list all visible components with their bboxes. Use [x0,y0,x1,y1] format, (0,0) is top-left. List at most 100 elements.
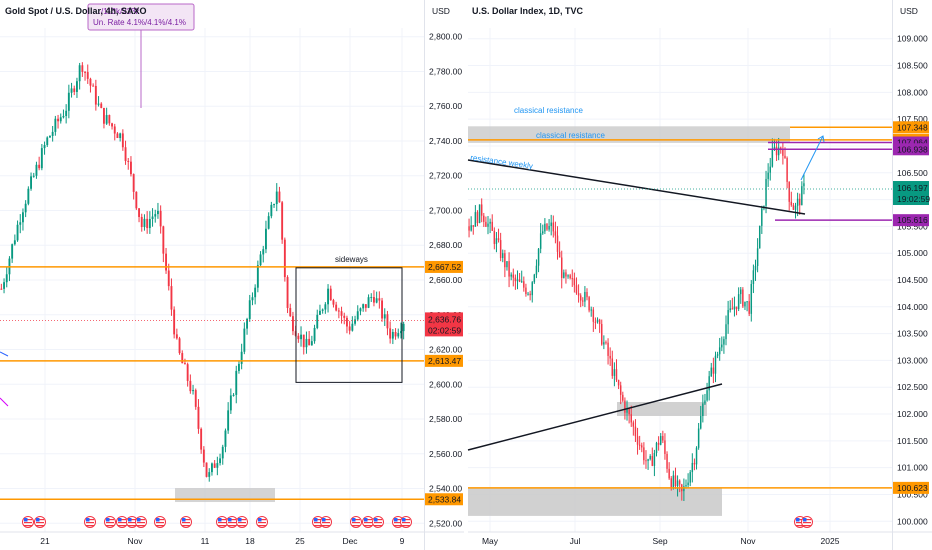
gold-time-axis[interactable]: 21 Nov 11 18 25 Dec 9 [0,531,464,546]
candle-body [792,205,795,210]
candle-body [558,251,561,258]
r-x-tick: 2025 [821,536,840,546]
candle-body [649,456,651,460]
candle-body [704,400,706,404]
candle-body [243,328,246,352]
candle-body [378,298,381,301]
gold-price-tag-value: 2,636.76 [428,314,461,324]
candle-body [135,191,138,209]
candle-body [497,238,500,241]
us-flag-event-icon[interactable] [236,516,248,528]
candle-body [205,462,208,477]
us-flag-event-icon[interactable] [350,516,362,528]
candle-body [628,408,630,415]
us-flag-event-icon[interactable] [320,516,332,528]
dxy-economic-events[interactable] [794,516,813,528]
dxy-price-axis[interactable]: 109.000108.500108.000107.500107.000106.5… [893,34,930,527]
candle-body [267,216,270,229]
l-y-tick: 2,720.00 [429,171,462,181]
candle-body [613,369,616,376]
dxy-level-tag-text: 107.064 [897,138,928,148]
candle-body [235,370,238,395]
candle-body [116,133,119,139]
candle-body [592,309,595,322]
gold-price-axis[interactable]: 2,800.00 2,780.00 2,760.00 2,740.00 2,720.00… [425,32,463,529]
candle-body [275,191,278,205]
candle-body [165,253,167,271]
us-flag-event-icon[interactable] [256,516,268,528]
candle-body [254,287,257,298]
candle-body [740,289,742,295]
candle-body [356,311,359,320]
us-flag-event-icon[interactable] [400,516,412,528]
candle-body [35,164,38,176]
candle-body [359,308,362,312]
candle-body [617,379,620,386]
dxy-level-tag-text: 107.348 [897,122,928,132]
candle-body [485,221,487,227]
candle-body [22,212,24,223]
candle-body [721,344,723,348]
us-flag-event-icon[interactable] [216,516,228,528]
candle-body [24,203,27,213]
candle-body [54,118,57,132]
candle-body [670,478,672,488]
candle-body [197,406,200,429]
us-flag-event-icon[interactable] [22,516,34,528]
us-flag-event-icon[interactable] [116,516,128,528]
us-flag-event-icon[interactable] [226,516,238,528]
candle-body [516,279,519,282]
us-flag-event-icon[interactable] [84,516,96,528]
candle-body [702,403,704,417]
us-flag-event-icon[interactable] [372,516,384,528]
r-y-tick: 105.500 [897,221,928,231]
candle-body [3,282,5,289]
dxy-chart-panel[interactable]: classical resistance classical resistanc… [467,0,932,550]
candle-body [544,223,546,232]
candle-body [476,212,479,224]
candle-body [159,210,162,227]
candle-body [480,204,483,216]
gold-level-tag [425,260,463,273]
tooltip-line-unrate: Un. Rate 4.1%/4.1%/4.1% [93,18,186,27]
dxy-time-axis[interactable]: May Jul Sep Nov 2025 [468,531,932,546]
r-x-tick: Nov [740,536,756,546]
gold-tooltip: …/113k/223k Un. Rate 4.1%/4.1%/4.1% [87,3,195,108]
gold-economic-events[interactable] [22,516,412,528]
us-flag-event-icon[interactable] [104,516,116,528]
candle-body [556,235,559,252]
candle-body [588,297,590,311]
candle-body [354,319,356,324]
candle-body [281,202,284,240]
us-flag-event-icon[interactable] [34,516,46,528]
l-y-tick: 2,600.00 [429,379,462,389]
candle-body [391,331,394,339]
dxy-price-tag-countdown: 19:02:59 [897,194,930,204]
candle-body [710,367,713,377]
support-trendline [467,383,723,451]
us-flag-event-icon[interactable] [362,516,374,528]
candle-body [788,181,790,202]
l-y-tick: 2,680.00 [429,240,462,250]
candle-body [11,244,14,259]
candle-body [504,253,506,268]
l-y-tick: 2,620.00 [429,345,462,355]
gold-chart-panel[interactable]: sideways …/113k/223k Un. Rate 4.1%/4.1%/… [0,0,464,550]
candle-body [81,65,84,72]
candle-body [622,394,624,401]
candle-body [758,225,761,249]
candle-body [607,342,609,356]
candle-body [219,458,221,464]
candle-body [76,81,78,92]
candle-body [786,158,788,182]
candle-body [647,459,649,462]
us-flag-event-icon[interactable] [154,516,166,528]
dxy-price-tag-value: 106.197 [897,183,928,193]
us-flag-event-icon[interactable] [135,516,147,528]
us-flag-event-icon[interactable] [180,516,192,528]
candle-body [560,257,563,278]
candle-body [533,274,536,283]
dxy-chart-title: U.S. Dollar Index, 1D, TVC [472,6,584,16]
us-flag-event-icon[interactable] [801,516,813,528]
candle-body [329,288,332,301]
